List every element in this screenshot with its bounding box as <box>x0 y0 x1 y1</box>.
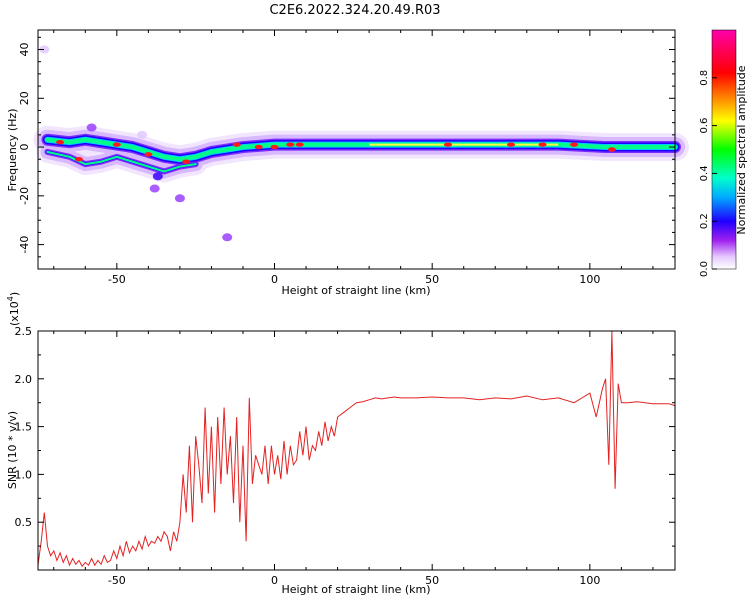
snr-x-tick-label: 100 <box>579 574 600 587</box>
heatmap-blob-1 <box>149 184 160 193</box>
heatmap-blob-5 <box>86 123 97 132</box>
heatmap-hotspot-2 <box>112 142 121 147</box>
colorbar-tick-label: 0.8 <box>699 70 710 86</box>
snr-y-tick-label: 0.5 <box>15 516 33 529</box>
spectrogram-y-tick-label: -20 <box>18 187 31 205</box>
snr-panel: -50 0 50 100 0.5 1.0 1.5 2.0 2.5 Height of stra… <box>6 292 676 596</box>
snr-multiplier-exp: 4 <box>6 296 15 301</box>
spectrogram-y-axis-label: Frequency (Hz) <box>6 109 19 192</box>
snr-frame <box>37 330 676 571</box>
heatmap-hotspot-14 <box>607 147 616 152</box>
spectrogram-frame <box>37 29 676 270</box>
snr-x-tick-label: 0 <box>271 574 278 587</box>
spectrogram-x-axis-label: Height of straight line (km) <box>281 284 430 297</box>
heatmap-blob-0 <box>152 172 163 181</box>
spectrogram-y-ticks: -40 -20 0 20 40 <box>18 36 675 258</box>
snr-series-line <box>37 330 676 568</box>
snr-y-ticks: 0.5 1.0 1.5 2.0 2.5 <box>15 325 675 547</box>
snr-y-tick-label: 2.0 <box>15 373 33 386</box>
heatmap-blob-2 <box>174 194 185 203</box>
spectrogram-y-tick-label: 40 <box>18 43 31 57</box>
snr-x-tick-label: 50 <box>425 574 439 587</box>
heatmap-blob-3 <box>222 233 233 242</box>
heatmap-hotspot-11 <box>507 142 516 147</box>
heatmap-hotspot-6 <box>254 144 263 150</box>
heatmap-hotspot-0 <box>56 139 65 145</box>
snr-x-tick-label: -50 <box>108 574 126 587</box>
colorbar-tick-label: 0.6 <box>699 118 710 134</box>
spectrogram-panel: -50 0 50 100 -40 -20 0 20 40 Height of straight… <box>6 29 689 297</box>
colorbar-tick-label: 0.4 <box>699 165 710 181</box>
heatmap-blob-4 <box>39 45 50 54</box>
snr-y-tick-label: 1.5 <box>15 421 33 434</box>
heatmap-hotspot-3 <box>144 152 153 157</box>
heatmap-hotspot-10 <box>443 142 452 147</box>
heatmap-hotspot-5 <box>232 142 241 147</box>
colorbar-tick-label: 0.2 <box>699 213 710 229</box>
snr-x-axis-label: Height of straight line (km) <box>281 583 430 596</box>
snr-y-tick-label: 1.0 <box>15 468 33 481</box>
heatmap-hotspot-9 <box>295 142 304 147</box>
heatmap-hotspot-8 <box>286 142 295 147</box>
colorbar: 0.0 0.2 0.4 0.6 0.8 Normalized spectral ampl… <box>699 29 748 277</box>
colorbar-ticks: 0.0 0.2 0.4 0.6 0.8 <box>699 70 717 277</box>
snr-multiplier: (x104) <box>6 292 21 326</box>
spectrogram-heatmap <box>33 45 689 242</box>
snr-multiplier-base: (x10 <box>8 301 21 326</box>
spectrogram-y-tick-label: 0 <box>18 144 31 151</box>
colorbar-gradient <box>711 29 737 270</box>
spectrogram-y-tick-label: -40 <box>18 236 31 254</box>
spectrogram-x-tick-label: 0 <box>271 273 278 286</box>
colorbar-tick-label: 0.0 <box>699 261 710 277</box>
snr-y-axis-label: SNR (10 * v/v) <box>6 411 19 489</box>
spectrogram-x-tick-label: 50 <box>425 273 439 286</box>
svg-text:(x104): (x104) <box>6 292 21 326</box>
heatmap-hotspot-4 <box>182 159 191 164</box>
heatmap-hotspot-12 <box>538 142 547 147</box>
heatmap-hotspot-7 <box>270 144 279 150</box>
figure-title: C2E6.2022.324.20.49.R03 <box>269 3 440 18</box>
heatmap-hotspot-13 <box>570 142 579 147</box>
heatmap-hotspot-1 <box>74 157 83 162</box>
spectrogram-x-tick-label: -50 <box>108 273 126 286</box>
heatmap-blob-6 <box>137 130 148 139</box>
spectrogram-x-ticks: -50 0 50 100 <box>53 30 654 286</box>
spectrogram-x-tick-label: 100 <box>579 273 600 286</box>
snr-x-ticks: -50 0 50 100 <box>53 331 654 587</box>
spectrogram-y-tick-label: 20 <box>18 91 31 105</box>
snr-y-tick-label: 2.5 <box>15 325 33 338</box>
colorbar-label: Normalized spectral amplitude <box>735 65 748 234</box>
